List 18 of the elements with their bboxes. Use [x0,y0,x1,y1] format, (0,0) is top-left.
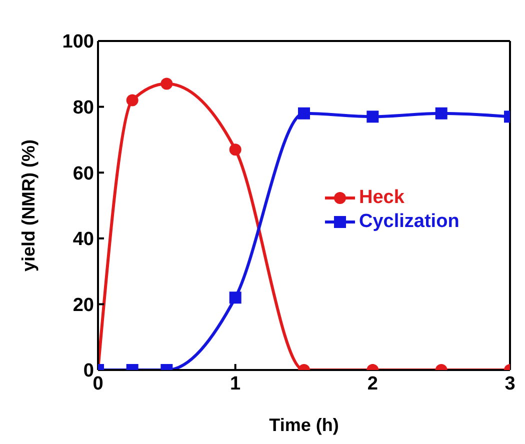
point [229,144,242,156]
x-axis-title: Time (h) [269,414,339,435]
y-tick-label: 20 [72,294,94,316]
point [160,78,173,90]
point [298,107,310,120]
x-tick-label: 1 [230,373,242,394]
y-tick-label: 60 [72,163,94,184]
y-tick-label: 40 [72,229,94,250]
legend-label: Cyclization [359,210,460,234]
point [366,110,379,123]
x-tick-label: 3 [504,373,516,394]
y-tick-label: 80 [72,98,94,119]
point [126,94,138,106]
point [435,107,448,120]
y-axis-title: yield (NMR) (%) [18,140,38,272]
y-tick-label: 100 [62,32,94,53]
x-tick-label: 2 [367,373,378,394]
legend-label: Heck [359,186,404,210]
